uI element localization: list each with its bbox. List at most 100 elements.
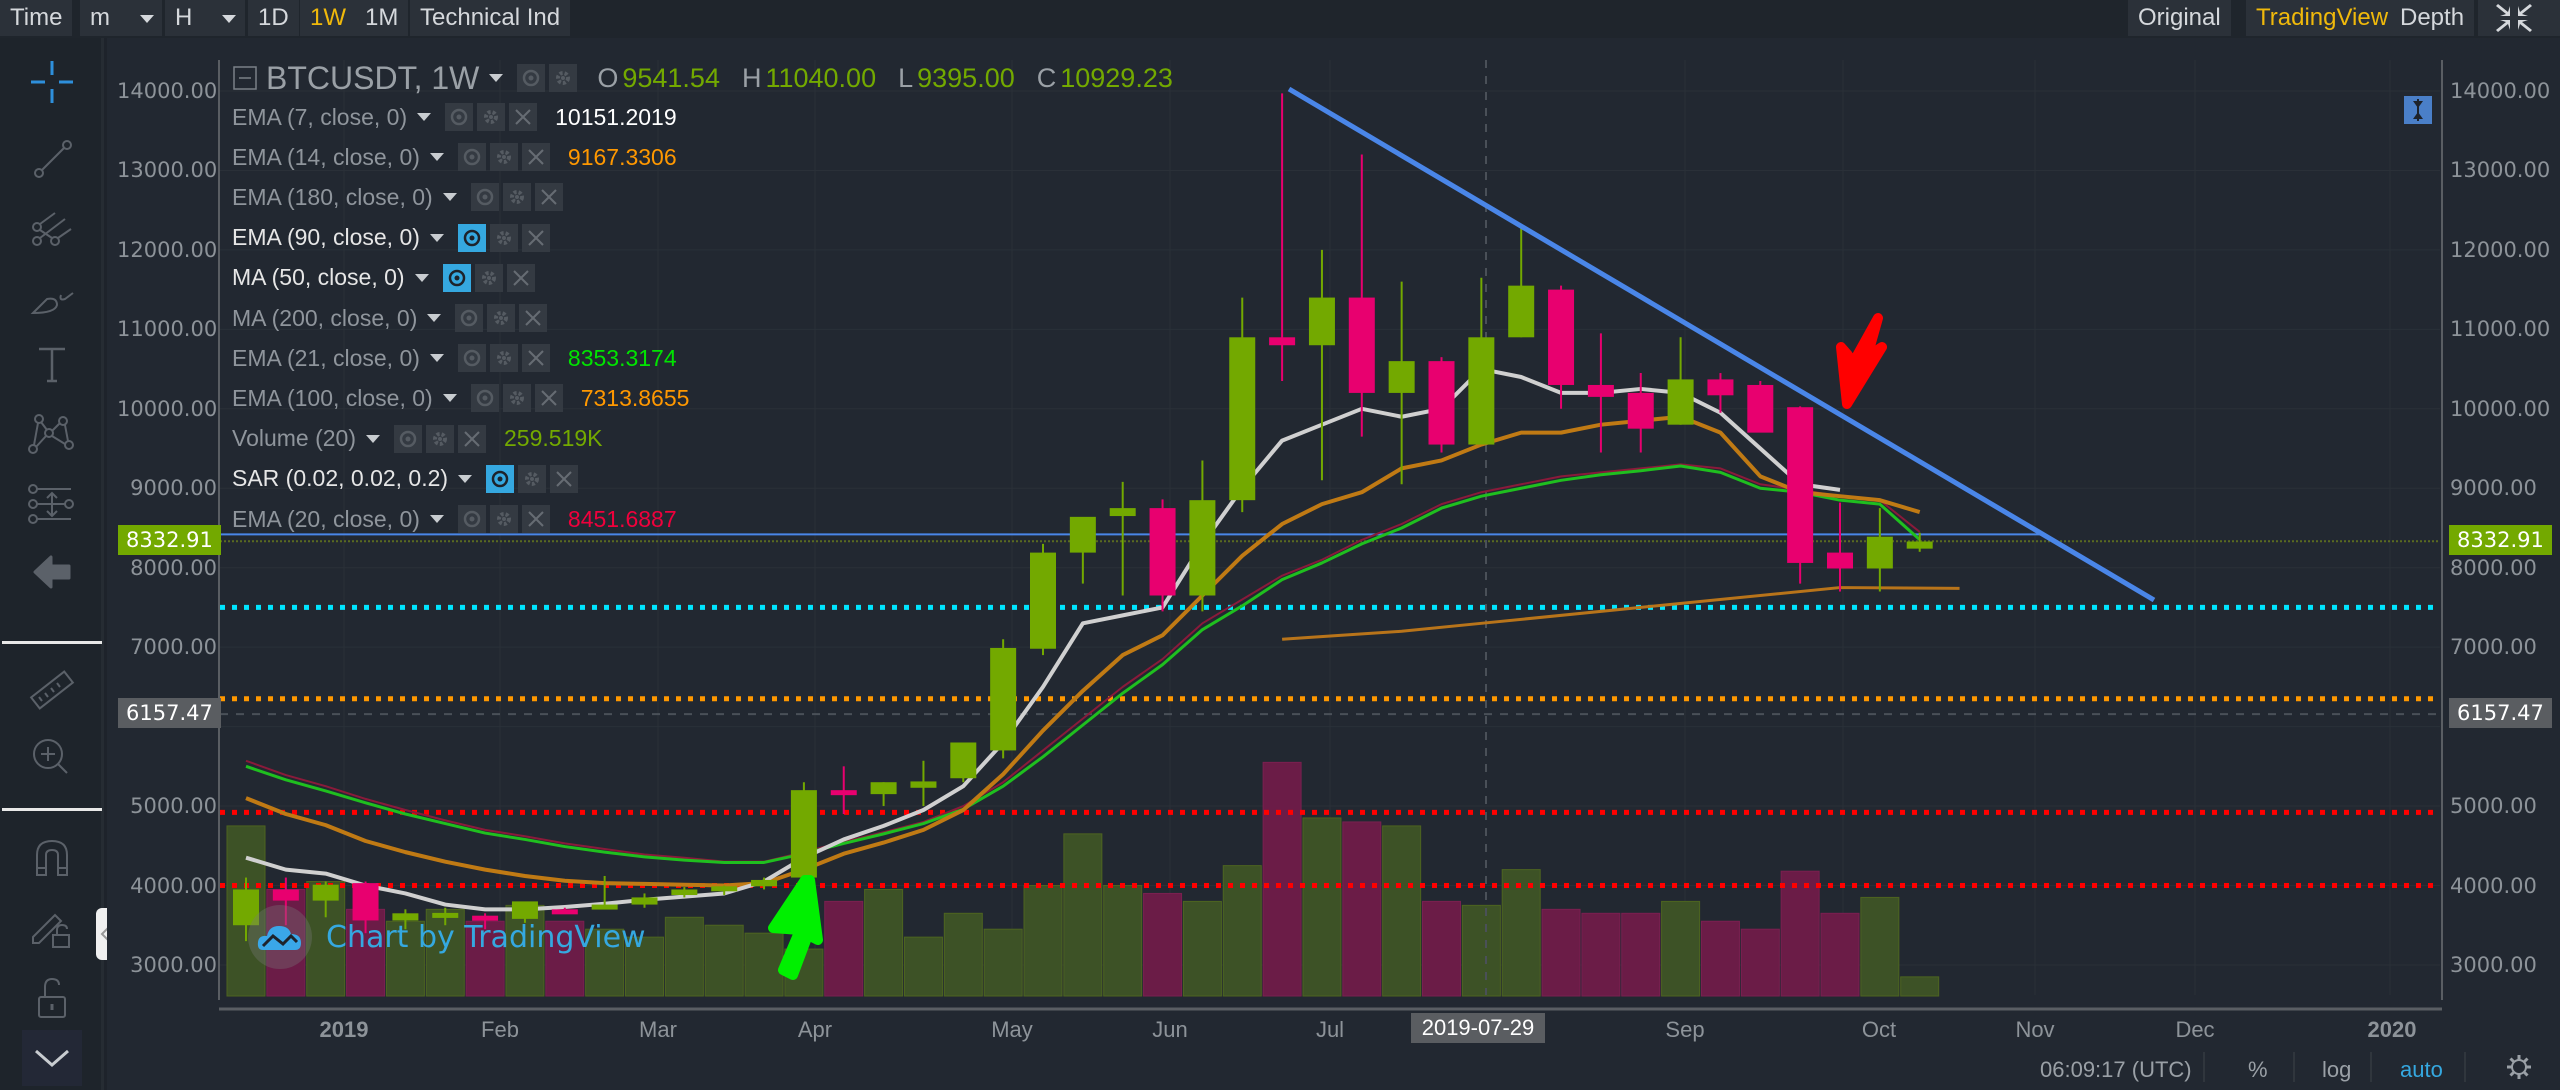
- indicator-name[interactable]: MA (50, close, 0): [232, 264, 405, 291]
- interval-1w-button[interactable]: 1W: [300, 0, 356, 36]
- indicator-remove-button[interactable]: [534, 183, 563, 212]
- view-original-tab[interactable]: Original: [2128, 0, 2231, 36]
- tool-pattern[interactable]: [22, 404, 82, 464]
- indicator-settings-button[interactable]: [489, 344, 518, 373]
- tool-remove-drawings[interactable]: [22, 542, 82, 602]
- indicator-remove-button[interactable]: [534, 384, 563, 413]
- high-value: 11040.00: [765, 62, 877, 93]
- view-tradingview-tab[interactable]: TradingView: [2246, 0, 2399, 36]
- indicator-visibility-button[interactable]: [455, 304, 484, 332]
- indicator-remove-button[interactable]: [521, 143, 550, 172]
- exit-fullscreen-button[interactable]: [2478, 0, 2560, 36]
- indicator-remove-button[interactable]: [458, 424, 487, 453]
- tool-stay-in-drawing-mode[interactable]: [22, 898, 82, 958]
- indicator-visibility-button[interactable]: [457, 505, 486, 533]
- hour-interval-select[interactable]: H: [165, 0, 245, 36]
- collapse-legend-icon[interactable]: [232, 65, 258, 91]
- chevron-down-icon[interactable]: [429, 515, 444, 523]
- tool-crosshair[interactable]: [22, 52, 82, 112]
- tool-ruler[interactable]: [22, 660, 82, 720]
- indicator-settings-button[interactable]: [502, 183, 531, 212]
- percent-scale-toggle[interactable]: %: [2248, 1057, 2268, 1082]
- indicator-visibility-button[interactable]: [470, 183, 499, 212]
- indicator-value: 259.519K: [504, 425, 603, 452]
- indicator-settings-button[interactable]: [477, 103, 506, 131]
- tool-zoom-in[interactable]: [22, 728, 82, 788]
- indicator-remove-button[interactable]: [521, 505, 550, 533]
- indicator-name[interactable]: EMA (20, close, 0): [232, 505, 420, 532]
- indicator-remove-button[interactable]: [521, 344, 550, 373]
- auto-scale-toggle[interactable]: auto: [2400, 1057, 2443, 1082]
- technical-indicators-button[interactable]: Technical Ind: [410, 0, 571, 36]
- tool-projection[interactable]: [22, 474, 82, 534]
- indicator-name[interactable]: MA (200, close, 0): [232, 304, 418, 331]
- indicator-settings-button[interactable]: [489, 143, 518, 172]
- indicator-name[interactable]: Volume (20): [232, 425, 357, 452]
- indicator-visibility-button[interactable]: [442, 263, 471, 292]
- minute-interval-select[interactable]: m: [80, 0, 162, 36]
- chevron-down-icon[interactable]: [414, 273, 429, 282]
- chevron-down-icon[interactable]: [429, 354, 444, 363]
- chevron-down-icon[interactable]: [458, 474, 473, 483]
- chevron-down-icon[interactable]: [429, 233, 444, 242]
- chart-area[interactable]: [107, 38, 2560, 1090]
- chevron-down-icon[interactable]: [417, 113, 432, 121]
- indicator-visibility-button[interactable]: [445, 103, 474, 131]
- chevron-down-icon[interactable]: [427, 314, 442, 322]
- crosshair-icon: [31, 61, 73, 103]
- indicator-name[interactable]: EMA (21, close, 0): [232, 344, 420, 371]
- indicator-name[interactable]: EMA (14, close, 0): [232, 143, 420, 170]
- price-chart[interactable]: [107, 38, 2560, 1090]
- tool-hide-drawings[interactable]: [22, 1030, 82, 1086]
- indicator-name[interactable]: EMA (180, close, 0): [232, 183, 433, 210]
- indicator-settings-button[interactable]: [518, 464, 547, 493]
- indicator-remove-button[interactable]: [506, 263, 535, 292]
- eye-icon: [523, 69, 540, 87]
- indicator-name[interactable]: EMA (100, close, 0): [232, 384, 433, 411]
- indicator-settings-button[interactable]: [489, 223, 518, 252]
- indicator-legend-row: EMA (20, close, 0) 8451.6887: [232, 502, 677, 536]
- chart-settings-button[interactable]: [2506, 1054, 2532, 1085]
- chevron-down-icon[interactable]: [442, 394, 457, 403]
- log-scale-toggle[interactable]: log: [2322, 1057, 2352, 1082]
- indicator-settings-button[interactable]: [487, 304, 516, 332]
- indicator-visibility-button[interactable]: [486, 464, 515, 493]
- tradingview-watermark[interactable]: Chart by TradingView: [248, 905, 646, 969]
- indicator-settings-button[interactable]: [426, 424, 455, 453]
- indicator-visibility-button[interactable]: [457, 223, 486, 252]
- indicator-visibility-button[interactable]: [457, 344, 486, 373]
- symbol-title[interactable]: BTCUSDT, 1W: [266, 59, 480, 96]
- indicator-settings-button[interactable]: [502, 384, 531, 413]
- indicator-name[interactable]: EMA (90, close, 0): [232, 224, 420, 251]
- close-icon: [528, 350, 544, 366]
- chevron-down-icon[interactable]: [489, 74, 504, 82]
- indicator-name[interactable]: EMA (7, close, 0): [232, 103, 408, 130]
- indicator-remove-button[interactable]: [509, 103, 538, 131]
- indicator-visibility-button[interactable]: [470, 384, 499, 413]
- interval-1d-button[interactable]: 1D: [248, 0, 299, 36]
- indicator-remove-button[interactable]: [519, 304, 548, 332]
- tool-lock-all-drawings[interactable]: [22, 968, 82, 1028]
- tool-brush[interactable]: [22, 266, 82, 326]
- interval-1m-button[interactable]: 1M: [355, 0, 409, 36]
- tool-magnet[interactable]: [22, 828, 82, 888]
- chevron-down-icon[interactable]: [366, 434, 381, 443]
- indicator-remove-button[interactable]: [550, 464, 579, 493]
- symbol-settings-button[interactable]: [549, 64, 578, 92]
- view-depth-tab[interactable]: Depth: [2390, 0, 2475, 36]
- close-icon: [556, 471, 572, 487]
- indicator-settings-button[interactable]: [489, 505, 518, 533]
- tool-pitchfork[interactable]: [22, 198, 82, 258]
- chevron-down-icon[interactable]: [429, 153, 444, 162]
- crosshair-price-tag: 6157.47: [118, 698, 221, 728]
- indicator-settings-button[interactable]: [474, 263, 503, 292]
- indicator-visibility-button[interactable]: [457, 143, 486, 172]
- scale-mode-button[interactable]: [2404, 96, 2432, 124]
- indicator-visibility-button[interactable]: [394, 424, 423, 453]
- tool-trend-line[interactable]: [22, 128, 82, 188]
- indicator-remove-button[interactable]: [521, 223, 550, 252]
- chevron-down-icon[interactable]: [442, 193, 457, 202]
- indicator-name[interactable]: SAR (0.02, 0.02, 0.2): [232, 465, 449, 492]
- tool-text[interactable]: [22, 334, 82, 394]
- symbol-visibility-button[interactable]: [517, 64, 546, 92]
